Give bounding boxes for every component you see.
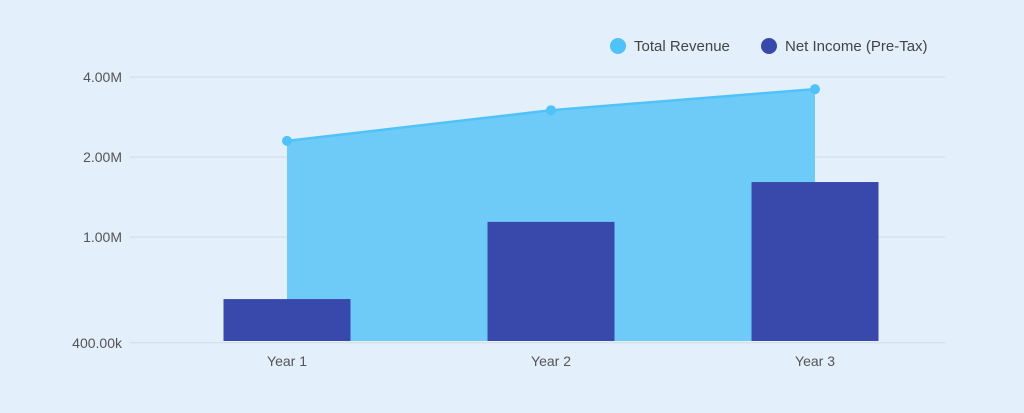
x-tick-label: Year 3 xyxy=(795,353,835,369)
legend-label-revenue[interactable]: Total Revenue xyxy=(634,38,730,55)
legend-swatch-net-income xyxy=(761,38,777,54)
legend-swatch-revenue xyxy=(610,38,626,54)
legend-label-net-income[interactable]: Net Income (Pre-Tax) xyxy=(785,38,928,55)
revenue-point[interactable] xyxy=(282,135,292,146)
legend: Total Revenue Net Income (Pre-Tax) xyxy=(610,38,928,55)
y-tick-label: 4.00M xyxy=(83,69,122,85)
y-axis: 400.00k 1.00M 2.00M 4.00M xyxy=(72,69,123,351)
net-income-bar[interactable] xyxy=(487,221,615,341)
y-tick-label: 2.00M xyxy=(83,149,122,165)
revenue-point[interactable] xyxy=(810,84,820,95)
net-income-bar[interactable] xyxy=(751,182,879,341)
net-income-bar[interactable] xyxy=(223,299,351,341)
revenue-points xyxy=(282,84,820,146)
revenue-area-fill xyxy=(287,89,815,341)
net-income-bars xyxy=(223,182,879,341)
revenue-point[interactable] xyxy=(546,105,556,116)
x-tick-label: Year 2 xyxy=(531,353,571,369)
y-tick-label: 1.00M xyxy=(83,229,122,245)
x-tick-label: Year 1 xyxy=(267,353,307,369)
y-tick-label: 400.00k xyxy=(72,335,123,351)
x-axis: Year 1 Year 2 Year 3 xyxy=(267,353,835,369)
